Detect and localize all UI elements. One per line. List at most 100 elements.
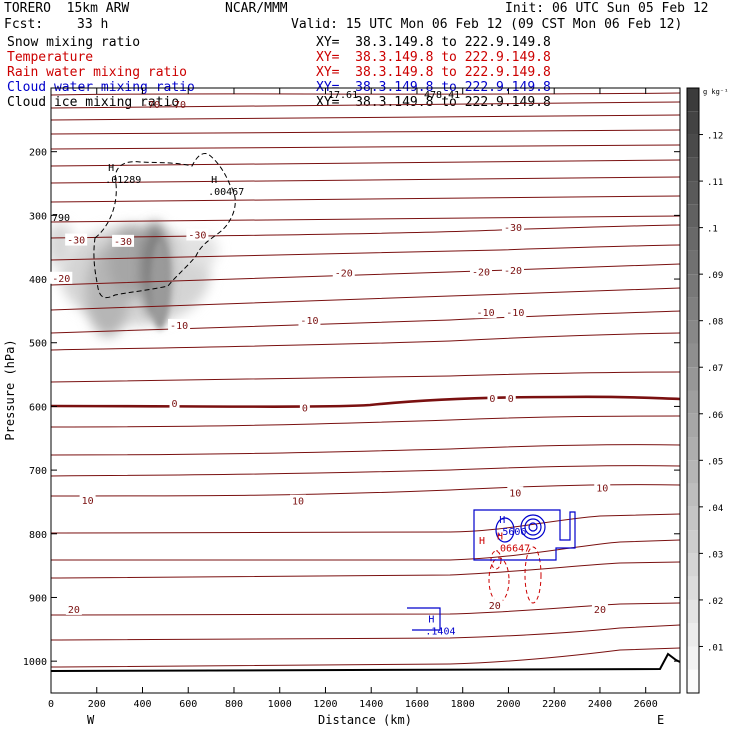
colorbar-segment — [687, 343, 699, 368]
isotherm-label-bg — [65, 602, 82, 615]
isotherm-label: 0 — [302, 404, 308, 415]
maximum-marker: H — [428, 614, 434, 625]
isotherm-label-bg — [594, 481, 611, 494]
isotherm-label: -30 — [67, 236, 85, 247]
colorbar-segment — [687, 274, 699, 298]
colorbar-frame — [686, 87, 700, 694]
model-title: TORERO 15km ARW — [4, 1, 130, 16]
edge-fragment-1761: 17.61 — [328, 90, 358, 101]
isotherm-label-bg — [112, 234, 135, 247]
maximum-marker: H — [108, 163, 114, 174]
edge-fragment-70a: -70 — [142, 100, 160, 111]
isotherm-label: 10 — [82, 496, 94, 507]
y-tick-label: 300 — [29, 211, 47, 222]
isotherm-label-bg — [186, 228, 209, 241]
isotherm-label: 20 — [594, 605, 606, 616]
isotherm-label: 20 — [68, 605, 80, 616]
isotherm-label-bg — [299, 401, 310, 414]
maximum-marker: H — [211, 175, 217, 186]
x-tick-label: 1200 — [313, 699, 337, 710]
colorbar-tick-label: .11 — [707, 178, 723, 188]
colorbar-segment — [687, 88, 699, 112]
center-title: NCAR/MMM — [225, 1, 288, 16]
isotherm-label: -30 — [504, 223, 522, 234]
isotherm-label-bg — [332, 266, 355, 279]
isotherm-label: -20 — [335, 269, 353, 280]
colorbar-unit: g kg⁻¹ — [703, 88, 728, 96]
colorbar-segment — [687, 530, 699, 554]
maximum-value: .00467 — [208, 187, 244, 198]
x-tick-label: 1400 — [359, 699, 383, 710]
isotherm-label: -30 — [114, 237, 132, 248]
field-name-rain: Rain water mixing ratio — [7, 65, 188, 80]
x-tick-label: 600 — [179, 699, 197, 710]
edge-fragment-47841: 478.41 — [424, 90, 460, 101]
edge-fragments: 790 17.61 478.41 -70 -70 — [52, 90, 460, 224]
colorbar-segment — [687, 204, 699, 228]
colorbar-tick-label: .07 — [707, 364, 723, 374]
isotherm-label-bg — [79, 494, 96, 507]
colorbar-segment — [687, 297, 699, 321]
x-tick-label: 200 — [88, 699, 106, 710]
isotherm-label: 0 — [489, 394, 495, 405]
y-tick-label: 500 — [29, 339, 47, 350]
colorbar-tick-label: .01 — [707, 643, 723, 653]
colorbar-segment — [687, 623, 699, 647]
colorbar-segment — [687, 157, 699, 182]
isotherm-label-bg — [290, 494, 307, 507]
colorbar-segment — [687, 134, 699, 158]
isotherm-label: -10 — [506, 308, 524, 319]
isotherm-label-bg — [470, 265, 493, 278]
isotherm-label-bg — [65, 233, 88, 246]
x-tick-label: 2200 — [542, 699, 566, 710]
maximum-marker: H — [497, 532, 503, 543]
colorbar-segment — [687, 250, 699, 275]
colorbar: .01 .02 .03 .04 .05 .06 .07 .08 .09 .1 .11 .12 g kg⁻… — [686, 87, 728, 694]
isotherm-label: -20 — [504, 266, 522, 277]
colorbar-segment — [687, 227, 699, 251]
cloud-ice-contour — [93, 153, 236, 299]
temperature-isotherms — [51, 92, 680, 668]
colorbar-segment — [687, 181, 699, 205]
x-tick-label: 2400 — [588, 699, 612, 710]
isotherm-label-bg — [50, 271, 73, 284]
x-axis-label: Distance (km) — [318, 713, 412, 727]
forecast-hour: 33 h — [77, 17, 109, 32]
isotherm-label-bg — [487, 392, 498, 405]
y-tick-label: 200 — [29, 148, 47, 159]
isotherm-label-bg — [486, 599, 503, 612]
x-tick-label: 800 — [225, 699, 243, 710]
init-time: Init: 06 UTC Sun 05 Feb 12 — [505, 1, 709, 16]
isotherm-label: 20 — [489, 601, 501, 612]
isotherm-label-bg — [507, 486, 524, 499]
isotherm-label-bg — [502, 264, 525, 277]
y-tick-label: 700 — [29, 466, 47, 477]
field-name-temperature: Temperature — [7, 50, 94, 65]
isotherm-label: -10 — [477, 308, 495, 319]
y-tick-label: 1000 — [23, 657, 47, 668]
colorbar-segment — [687, 599, 699, 624]
colorbar-tick-label: .09 — [707, 271, 723, 281]
y-tick-label: 600 — [29, 402, 47, 413]
colorbar-segment — [687, 437, 699, 461]
zero-degree-isotherm — [51, 395, 680, 408]
isotherm-label-bg — [591, 602, 608, 615]
isotherm-label: 0 — [171, 399, 177, 410]
maximum-value: .06647 — [494, 544, 530, 555]
field-xy-temperature: XY= 38.3.149.8 to 222.9.149.8 — [316, 50, 551, 65]
cloud-water-contours — [407, 509, 576, 631]
isotherm-label: 0 — [508, 394, 514, 405]
isotherm-label-bg — [298, 313, 321, 326]
colorbar-segment — [687, 483, 699, 507]
y-tick-label: 900 — [29, 593, 47, 604]
colorbar-tick-label: .12 — [707, 132, 723, 142]
isotherm-label: -10 — [300, 316, 318, 327]
plot-frame — [50, 87, 681, 694]
snow-shading — [51, 222, 218, 337]
y-tick-label: 800 — [29, 530, 47, 541]
isotherm-label-bg — [168, 318, 191, 331]
colorbar-tick-label: .1 — [707, 225, 718, 235]
